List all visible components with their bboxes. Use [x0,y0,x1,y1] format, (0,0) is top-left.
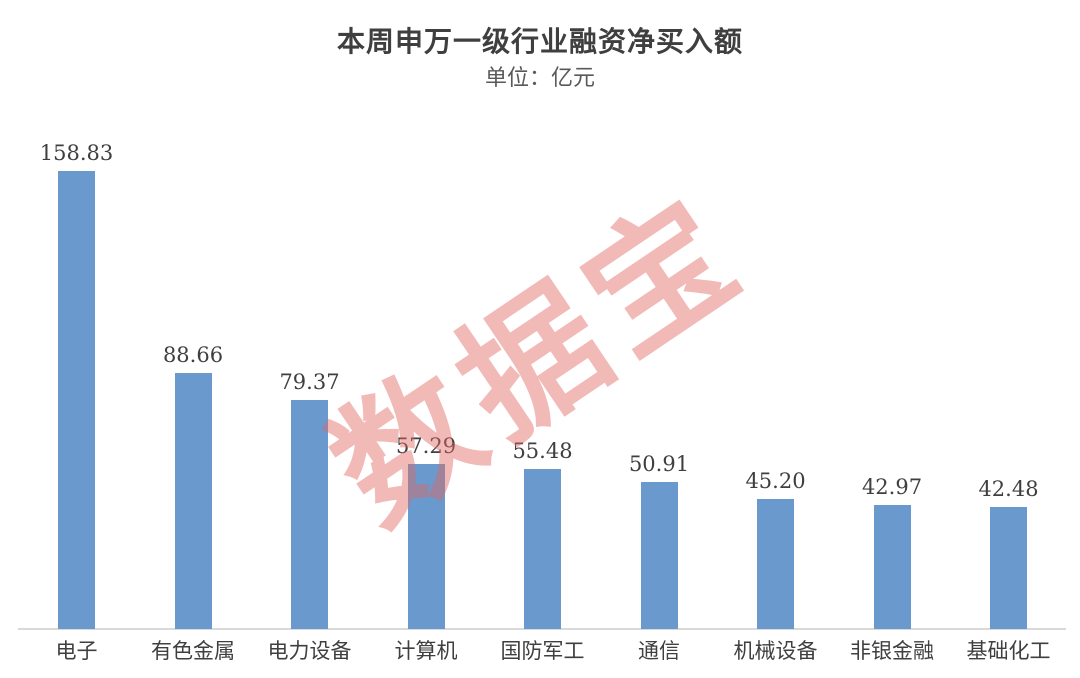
bar-value-label: 79.37 [279,370,340,395]
chart-title: 本周申万一级行业融资净买入额 [336,25,743,58]
bar-value-label: 55.48 [512,439,573,464]
bar-value-label: 50.91 [628,452,690,477]
category-label: 机械设备 [733,639,818,663]
bar [640,482,678,629]
bar [757,498,794,629]
bar [873,505,911,629]
category-label: 国防军工 [500,639,585,663]
bar-value-label: 158.83 [39,141,114,165]
bar [58,171,95,629]
category-label: 计算机 [394,639,458,663]
bar-value-label: 57.29 [395,433,457,458]
bar-value-label: 45.20 [745,468,806,493]
bar [174,373,212,629]
category-label: 有色金属 [151,639,235,663]
bar [990,506,1027,629]
category-label: 电力设备 [267,639,352,663]
bar [524,469,561,629]
bar-value-label: 42.48 [978,476,1039,501]
category-label: 非银金融 [850,639,934,663]
chart-subtitle: 单位：亿元 [484,66,595,91]
bar [291,400,328,629]
category-label: 电子 [55,639,98,663]
bar [407,463,445,629]
bar-value-label: 88.66 [162,343,224,368]
category-label: 通信 [638,639,680,663]
x-axis-line [18,628,1066,630]
category-label: 基础化工 [966,639,1051,663]
bar-value-label: 42.97 [861,475,923,500]
